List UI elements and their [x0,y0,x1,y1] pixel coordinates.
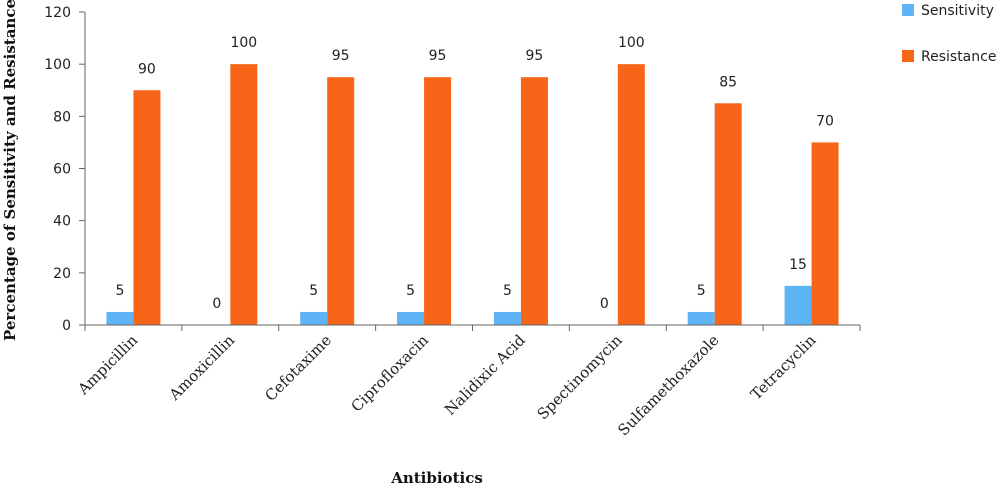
data-label-resistance: 95 [429,48,447,64]
bar-sensitivity [493,311,521,325]
legend-label-resistance: Resistance [921,49,996,65]
x-axis-title: Antibiotics [390,469,483,487]
bar-sensitivity [784,285,812,325]
y-tick-label: 100 [44,57,71,73]
data-label-sensitivity: 5 [406,283,415,299]
y-tick-label: 40 [53,214,71,230]
bar-resistance [520,77,548,325]
x-tick-label: Tetracyclin [747,331,820,404]
x-tick-label: Spectinomycin [534,331,626,423]
data-label-sensitivity: 5 [697,283,706,299]
x-tick-label: Ciprofloxacin [347,331,432,416]
data-label-resistance: 70 [816,113,834,129]
data-label-sensitivity: 0 [212,296,221,312]
data-label-sensitivity: 5 [115,283,124,299]
x-tick-label: Sulfamethoxazole [614,331,722,439]
bar-sensitivity [687,311,715,325]
x-tick-label: Cefotaxime [261,331,335,405]
legend: Sensitivity Resistance [902,3,996,65]
data-label-resistance: 90 [138,61,156,77]
bar-resistance [714,103,742,326]
legend-swatch-sensitivity [902,4,914,16]
data-label-resistance: 100 [230,35,257,51]
bar-resistance [133,90,161,325]
bar-resistance [424,77,452,325]
legend-swatch-resistance [902,50,914,62]
x-tick-label: Ampicillin [74,331,142,399]
bar-sensitivity [397,311,425,325]
x-axis-tick-labels: Ampicillin Amoxicillin Cefotaxime Ciproflox… [74,325,861,439]
bar-resistance [617,64,645,326]
y-tick-label: 60 [53,162,71,178]
bar-sensitivity [106,311,134,325]
y-tick-label: 20 [53,266,71,282]
y-tick-label: 0 [62,318,71,334]
x-tick-label: Amoxicillin [165,331,238,404]
y-axis-ticks: 0 20 40 60 80 100 120 [44,5,85,334]
data-label-sensitivity: 0 [600,296,609,312]
bar-sensitivity [300,311,328,325]
data-label-resistance: 95 [332,48,350,64]
data-labels: 5 90 0 100 5 95 5 95 5 95 0 100 5 85 15 70 [115,35,834,312]
y-axis-title: Percentage of Sensitivity and Resistance [1,0,19,341]
data-label-resistance: 95 [526,48,544,64]
data-label-resistance: 85 [719,74,737,90]
bar-resistance [811,142,839,325]
bar-resistance [327,77,355,325]
bar-resistance [230,64,258,326]
y-tick-label: 120 [44,5,71,21]
data-label-sensitivity: 15 [789,257,807,273]
data-label-sensitivity: 5 [309,283,318,299]
data-label-resistance: 100 [618,35,645,51]
bars [106,64,839,326]
x-tick-label: Nalidixic Acid [441,331,529,419]
y-tick-label: 80 [53,109,71,125]
legend-label-sensitivity: Sensitivity [921,3,994,19]
data-label-sensitivity: 5 [503,283,512,299]
